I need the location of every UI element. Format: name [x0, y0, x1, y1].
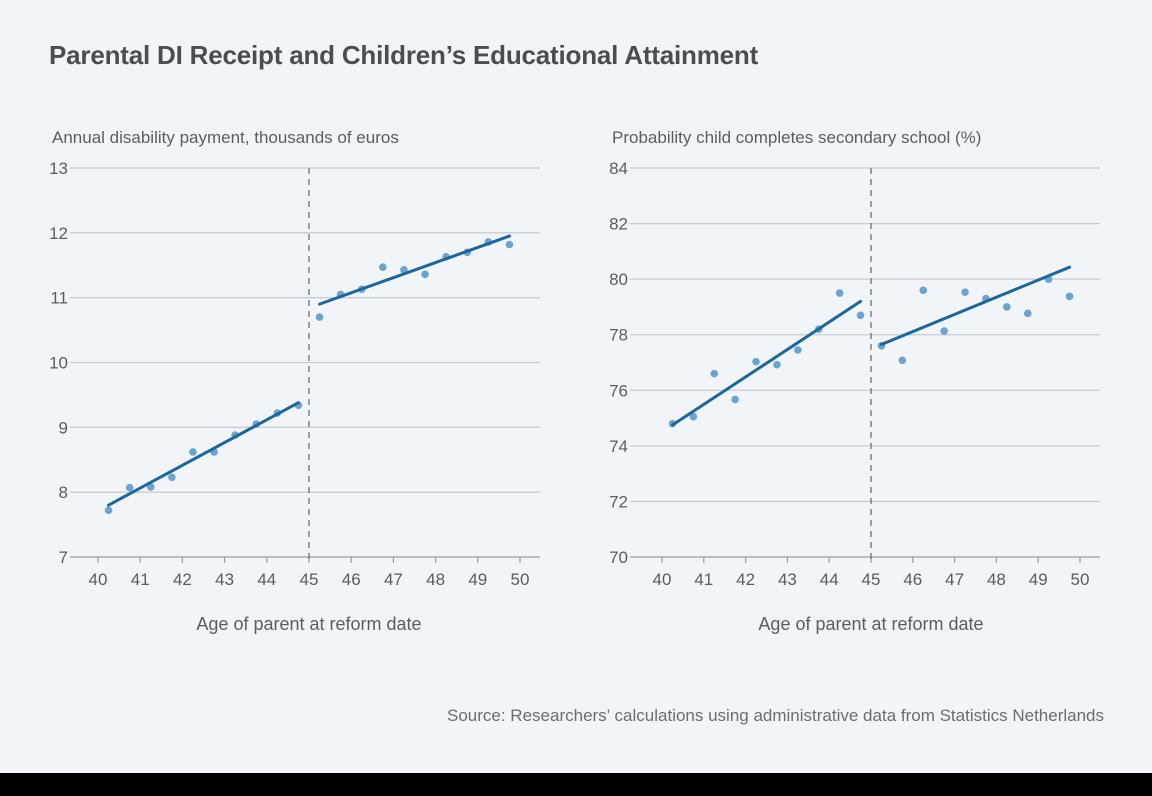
chart-title: Parental DI Receipt and Children’s Educa…	[49, 40, 759, 70]
data-point	[189, 448, 197, 456]
y-tick-label: 70	[609, 548, 628, 567]
x-tick-label: 44	[257, 570, 276, 589]
y-tick-label: 74	[609, 437, 628, 456]
x-tick-label: 42	[736, 570, 755, 589]
data-point	[794, 346, 802, 354]
data-point	[731, 395, 739, 404]
data-point	[835, 289, 844, 297]
y-tick-label: 11	[50, 289, 68, 308]
data-point	[940, 327, 948, 335]
fit-line-below-45	[670, 299, 863, 427]
y-tick-label: 12	[49, 224, 68, 243]
fit-line-above-45	[879, 265, 1072, 346]
x-tick-label: 45	[300, 570, 319, 589]
right-panel-ylabel: Probability child completes secondary sc…	[612, 128, 982, 147]
fit-line-above-45	[318, 234, 511, 306]
data-point	[315, 313, 324, 321]
x-tick-label: 48	[987, 570, 1006, 589]
y-tick-label: 78	[609, 326, 628, 345]
y-tick-label: 76	[609, 381, 628, 400]
y-tick-label: 9	[59, 418, 68, 437]
x-tick-label: 40	[653, 570, 672, 589]
bottom-black-bar	[0, 773, 1152, 796]
y-tick-label: 80	[609, 270, 628, 289]
data-point	[919, 286, 928, 295]
y-tick-label: 84	[609, 159, 628, 178]
x-tick-label: 43	[215, 570, 234, 589]
data-point	[773, 360, 781, 369]
data-point	[961, 288, 969, 297]
x-tick-label: 49	[1029, 570, 1048, 589]
x-tick-label: 50	[1071, 570, 1090, 589]
x-tick-label: 41	[131, 570, 150, 589]
x-tick-label: 46	[342, 570, 361, 589]
y-tick-label: 8	[59, 483, 68, 502]
x-tick-label: 45	[862, 570, 881, 589]
x-tick-label: 46	[903, 570, 922, 589]
data-point	[104, 506, 113, 515]
data-point	[168, 473, 176, 482]
data-point	[125, 483, 134, 492]
secondary-school-chart: 70 72 74 76 78 80 82 84 40 41 42 43 44 45 46 47 48 49 50 Ag…	[609, 159, 1100, 634]
data-point	[752, 357, 760, 366]
source-note: Source: Researchers’ calculations using …	[447, 706, 1104, 725]
data-point	[898, 356, 907, 365]
data-point	[1003, 303, 1011, 311]
x-tick-label: 48	[426, 570, 445, 589]
x-tick-label: 50	[511, 570, 530, 589]
x-tick-label: 47	[945, 570, 964, 589]
y-tick-label: 10	[49, 354, 68, 373]
data-point	[1023, 309, 1032, 318]
data-point	[379, 263, 387, 271]
left-panel-ylabel: Annual disability payment, thousands of …	[52, 128, 399, 147]
data-point	[421, 270, 429, 279]
x-tick-label: 44	[820, 570, 839, 589]
data-point	[856, 311, 865, 320]
fit-line-below-45	[107, 401, 300, 507]
y-tick-label: 7	[59, 548, 68, 567]
data-point	[710, 369, 719, 378]
y-tick-label: 82	[609, 215, 628, 234]
data-point	[1065, 292, 1074, 301]
x-axis-title: Age of parent at reform date	[758, 614, 983, 634]
x-tick-label: 42	[173, 570, 192, 589]
x-tick-label: 43	[778, 570, 797, 589]
x-tick-label: 49	[468, 570, 487, 589]
x-axis-title: Age of parent at reform date	[196, 614, 421, 634]
disability-payment-chart: 7 8 9 10 11 12 13 40 41 42 43 44 45 46 47 48 49 50 Age of …	[49, 159, 540, 634]
x-tick-label: 41	[694, 570, 713, 589]
y-tick-label: 72	[609, 492, 628, 511]
x-tick-label: 40	[89, 570, 108, 589]
y-tick-label: 13	[49, 159, 68, 178]
data-point	[689, 412, 698, 421]
x-tick-label: 47	[384, 570, 403, 589]
data-point	[505, 240, 514, 249]
